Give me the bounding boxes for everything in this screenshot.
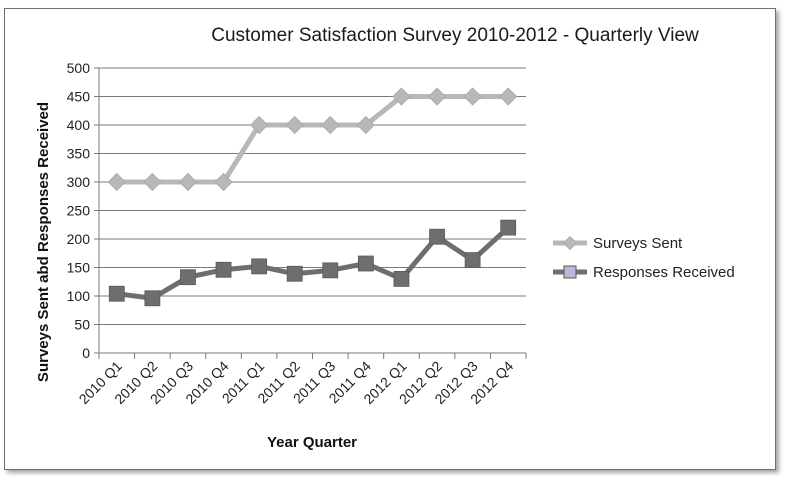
data-point xyxy=(214,172,233,192)
y-tick-label: 200 xyxy=(67,231,91,247)
data-point xyxy=(143,172,162,192)
data-point xyxy=(286,265,303,282)
data-point xyxy=(250,115,269,135)
data-point xyxy=(500,219,517,236)
data-point xyxy=(180,269,196,286)
series-layer xyxy=(107,87,518,307)
series-line xyxy=(114,94,511,185)
data-point xyxy=(322,262,339,279)
data-point xyxy=(285,115,304,135)
legend-marker xyxy=(563,265,577,279)
y-tick-label: 500 xyxy=(67,60,91,76)
axes xyxy=(94,67,527,359)
y-tick-label: 50 xyxy=(74,317,90,333)
chart-title: Customer Satisfaction Survey 2010-2012 -… xyxy=(211,25,699,46)
y-axis-title: Surveys Sent abd Responses Received xyxy=(35,102,52,382)
legend-entry: Surveys Sent xyxy=(553,235,683,252)
data-point xyxy=(429,228,445,245)
data-point xyxy=(321,115,340,135)
data-point xyxy=(392,87,411,106)
data-point xyxy=(427,87,447,106)
data-point xyxy=(356,115,375,135)
y-tick-label: 450 xyxy=(67,89,91,105)
data-point xyxy=(499,87,518,106)
legend-label: Responses Received xyxy=(593,264,735,281)
y-tick-label: 250 xyxy=(67,203,91,219)
y-tick-labels: 0 50 100 150 200 250 300 350 400 450 500 xyxy=(67,60,91,361)
data-point xyxy=(215,261,232,278)
data-point xyxy=(144,290,161,307)
data-point xyxy=(463,87,482,106)
series-surveys-sent xyxy=(107,87,518,192)
gridlines xyxy=(99,67,526,325)
y-tick-label: 350 xyxy=(67,146,91,162)
legend-entry: Responses Received xyxy=(553,264,735,281)
data-point xyxy=(251,258,268,275)
legend-marker xyxy=(562,235,578,251)
y-tick-label: 100 xyxy=(67,288,91,304)
data-point xyxy=(464,252,481,268)
legend-label: Surveys Sent xyxy=(593,235,683,252)
series-line xyxy=(114,225,511,301)
x-axis-title: Year Quarter xyxy=(267,434,357,451)
data-point xyxy=(108,285,125,302)
y-tick-label: 300 xyxy=(67,174,91,190)
y-tick-label: 150 xyxy=(67,260,91,276)
series-responses-received xyxy=(108,219,517,307)
data-point xyxy=(107,172,126,192)
data-point xyxy=(357,255,374,272)
data-point xyxy=(178,172,198,192)
y-tick-label: 0 xyxy=(82,345,90,361)
y-tick-label: 400 xyxy=(67,117,91,133)
data-point xyxy=(393,270,410,287)
legend: Surveys Sent Responses Received xyxy=(553,235,735,281)
